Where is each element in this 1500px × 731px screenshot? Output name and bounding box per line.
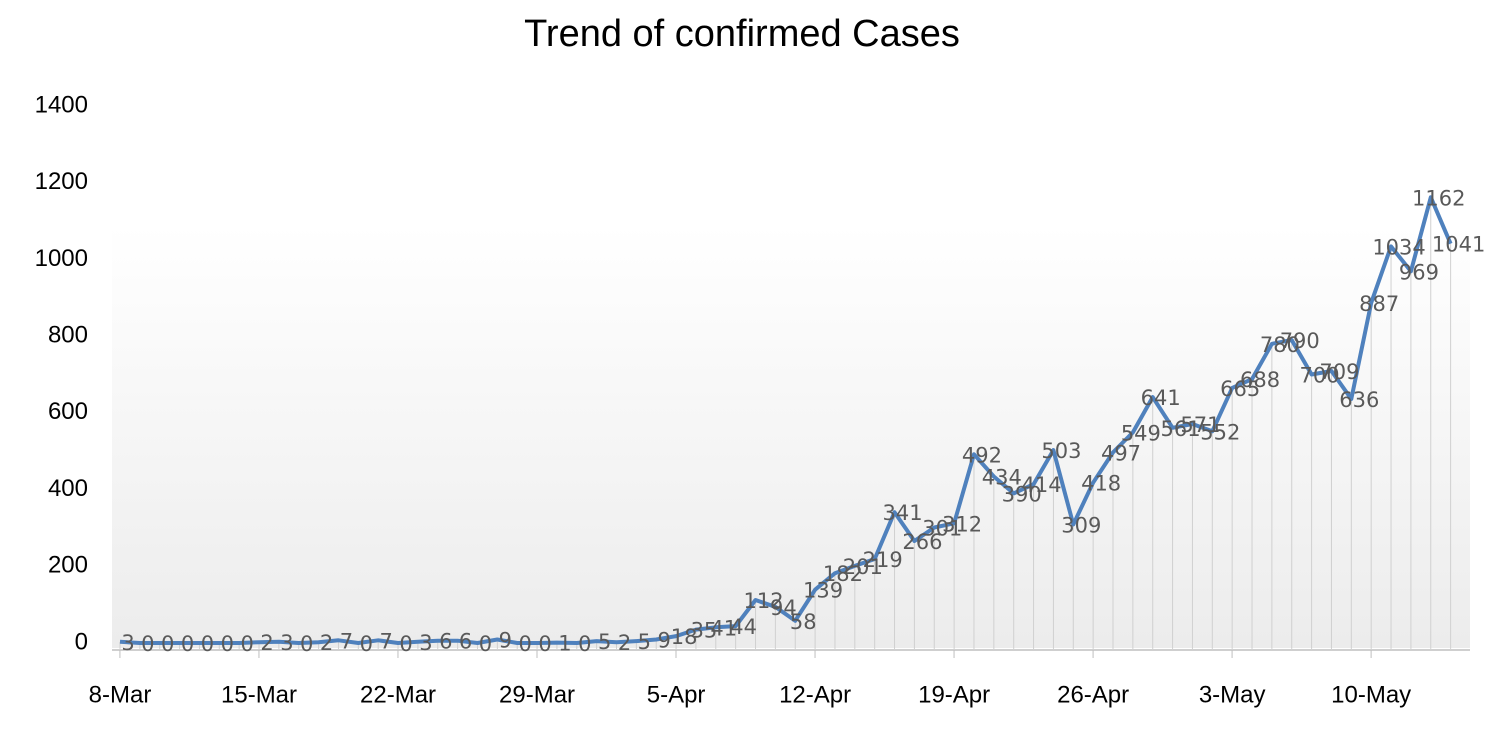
data-label: 182 (823, 562, 863, 586)
y-tick-label: 1200 (35, 168, 88, 195)
x-tick-label: 8-Mar (89, 681, 152, 708)
data-label: 341 (882, 501, 922, 525)
data-label: 0 (300, 632, 313, 656)
data-label: 790 (1280, 329, 1320, 353)
data-label: 0 (479, 632, 492, 656)
data-label: 2 (320, 631, 333, 655)
data-label: 6 (459, 630, 472, 654)
data-label: 5 (638, 630, 651, 654)
data-label: 414 (1022, 473, 1062, 497)
data-label: 94 (770, 596, 797, 620)
x-tick-label: 22-Mar (360, 681, 436, 708)
data-label: 497 (1101, 441, 1141, 465)
data-label: 9 (499, 629, 512, 653)
data-label: 0 (201, 632, 214, 656)
data-label: 0 (578, 632, 591, 656)
data-label: 1041 (1432, 233, 1485, 257)
data-label: 0 (538, 632, 551, 656)
x-tick-label: 26-Apr (1057, 681, 1129, 708)
data-label: 2 (260, 631, 273, 655)
x-tick-label: 29-Mar (499, 681, 575, 708)
data-label: 0 (181, 632, 194, 656)
data-label: 309 (1061, 513, 1101, 537)
data-label: 1 (558, 632, 571, 656)
y-tick-label: 800 (48, 321, 88, 348)
data-label: 549 (1121, 421, 1161, 445)
data-label: 709 (1319, 360, 1359, 384)
x-tick-label: 10-May (1331, 681, 1411, 708)
data-label: 418 (1081, 472, 1121, 496)
x-tick-label: 3-May (1199, 681, 1266, 708)
data-label: 0 (161, 632, 174, 656)
data-label: 0 (519, 632, 532, 656)
data-label: 139 (803, 579, 843, 603)
data-label: 3 (121, 631, 134, 655)
data-label: 571 (1180, 413, 1220, 437)
data-label: 561 (1161, 417, 1201, 441)
data-label: 503 (1041, 439, 1081, 463)
x-tick-label: 12-Apr (779, 681, 851, 708)
data-label: 201 (843, 555, 883, 579)
data-label: 665 (1220, 377, 1260, 401)
x-tick-label: 5-Apr (647, 681, 706, 708)
data-label: 301 (922, 517, 962, 541)
data-label: 0 (240, 632, 253, 656)
data-label: 688 (1240, 368, 1280, 392)
data-label: 41 (710, 616, 737, 640)
data-label: 2 (618, 631, 631, 655)
data-label: 641 (1141, 386, 1181, 410)
data-label: 9 (658, 629, 671, 653)
x-tick-label: 15-Mar (221, 681, 297, 708)
data-label: 18 (671, 625, 698, 649)
series-line (119, 195, 1453, 645)
y-tick-label: 400 (48, 475, 88, 502)
data-label: 266 (902, 530, 942, 554)
data-label: 312 (942, 512, 982, 536)
y-tick-label: 1000 (35, 245, 88, 272)
data-label: 5 (598, 630, 611, 654)
data-label: 780 (1260, 333, 1300, 357)
data-label: 58 (790, 610, 817, 634)
data-label: 0 (141, 632, 154, 656)
data-label: 492 (962, 443, 1002, 467)
y-tick-label: 600 (48, 398, 88, 425)
data-label: 6 (439, 630, 452, 654)
data-label: 0 (360, 632, 373, 656)
x-tick-label: 19-Apr (918, 681, 990, 708)
data-label: 1034 (1372, 235, 1425, 259)
data-label: 887 (1359, 292, 1399, 316)
data-label: 969 (1399, 260, 1439, 284)
data-label: 0 (221, 632, 234, 656)
data-label: 3 (280, 631, 293, 655)
data-label: 552 (1200, 420, 1240, 444)
data-label: 1162 (1412, 186, 1465, 210)
data-label: 112 (743, 589, 783, 613)
data-label: 7 (379, 629, 392, 653)
data-label: 219 (863, 548, 903, 572)
y-tick-label: 200 (48, 552, 88, 579)
chart-title: Trend of confirmed Cases (524, 13, 960, 55)
plot-background (112, 225, 1470, 648)
data-label: 44 (730, 615, 757, 639)
data-label: 390 (1002, 482, 1042, 506)
data-label: 35 (691, 619, 718, 643)
y-tick-label: 1400 (35, 91, 88, 118)
data-label: 7 (340, 629, 353, 653)
data-label: 700 (1300, 364, 1340, 388)
data-label: 0 (399, 632, 412, 656)
data-label: 3 (419, 631, 432, 655)
data-label: 434 (982, 466, 1022, 490)
y-tick-label: 0 (75, 628, 88, 655)
data-label: 636 (1339, 388, 1379, 412)
